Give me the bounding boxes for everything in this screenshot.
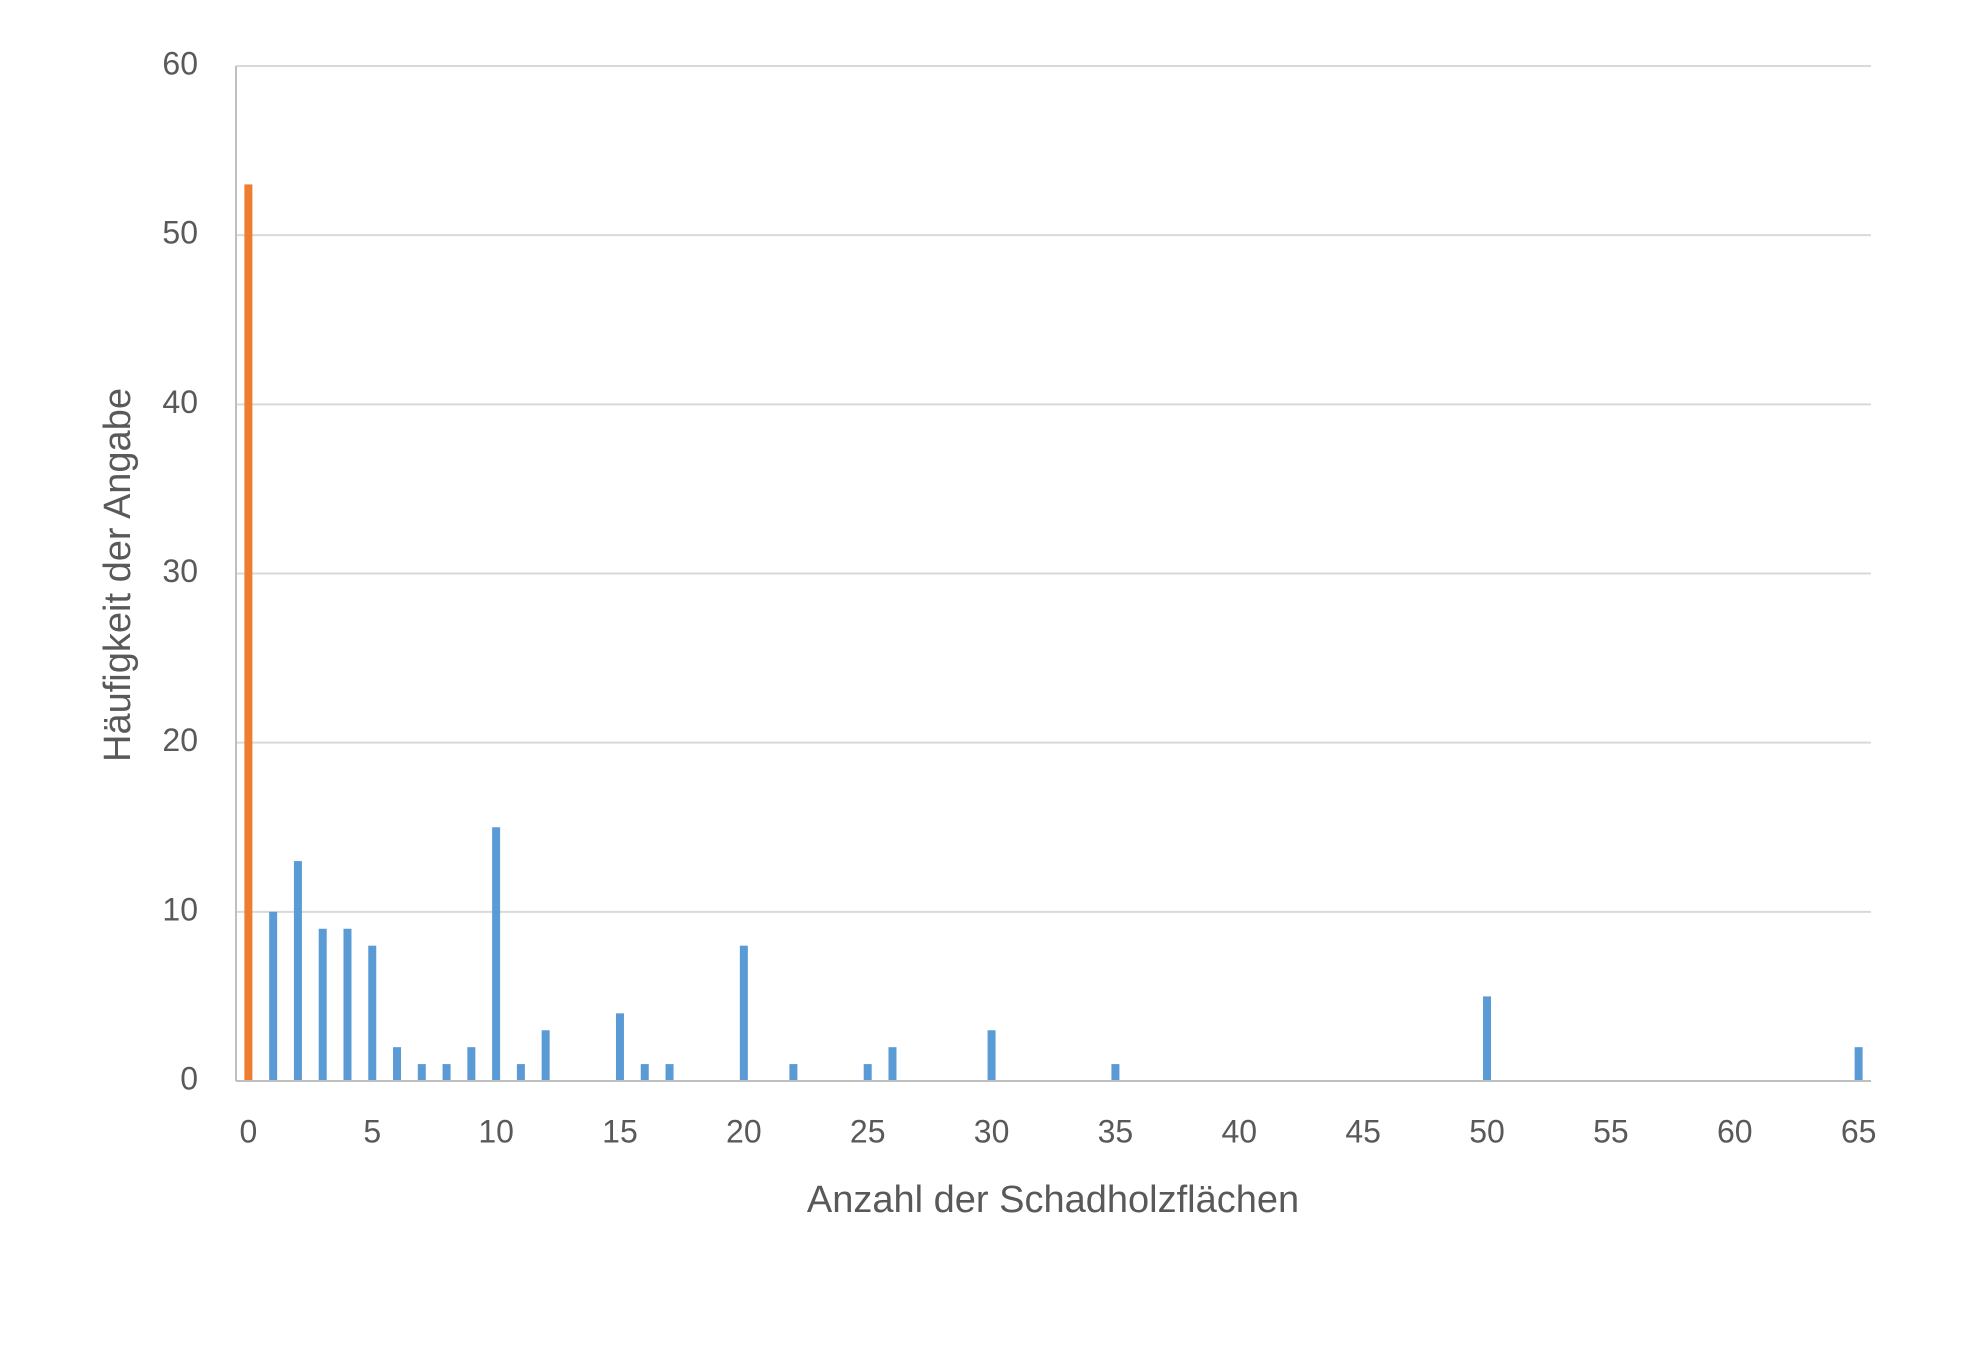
bar <box>888 1047 897 1081</box>
x-tick-label: 40 <box>1221 1113 1257 1149</box>
x-tick-label: 10 <box>478 1113 514 1149</box>
bar <box>1854 1047 1863 1081</box>
bar <box>467 1047 476 1081</box>
x-axis-title: Anzahl der Schadholzflächen <box>807 1179 1299 1221</box>
bar <box>516 1064 525 1081</box>
y-tick-label: 10 <box>162 891 198 927</box>
x-tick-label: 65 <box>1841 1113 1877 1149</box>
y-tick-label: 60 <box>162 45 198 81</box>
bar <box>1483 996 1492 1081</box>
bar <box>318 928 327 1081</box>
x-tick-label: 45 <box>1345 1113 1381 1149</box>
bar <box>1111 1064 1120 1081</box>
bar <box>987 1030 996 1081</box>
x-tick-label: 15 <box>602 1113 638 1149</box>
bar <box>863 1064 872 1081</box>
bar <box>368 945 377 1081</box>
y-tick-label: 50 <box>162 215 198 251</box>
bar <box>615 1013 624 1081</box>
bar <box>293 861 302 1081</box>
y-tick-label: 20 <box>162 722 198 758</box>
x-tick-label: 50 <box>1469 1113 1505 1149</box>
bar <box>417 1064 426 1081</box>
x-tick-label: 20 <box>726 1113 762 1149</box>
bar <box>492 827 501 1081</box>
y-tick-label: 30 <box>162 553 198 589</box>
bar <box>269 911 278 1081</box>
x-tick-label: 30 <box>974 1113 1010 1149</box>
y-axis-title: Häufigkeit der Angabe <box>97 388 139 762</box>
x-tick-label: 55 <box>1593 1113 1629 1149</box>
bar <box>640 1064 649 1081</box>
y-tick-label: 0 <box>180 1060 198 1096</box>
bar <box>343 928 352 1081</box>
x-tick-label: 5 <box>363 1113 381 1149</box>
y-tick-label: 40 <box>162 384 198 420</box>
x-tick-label: 0 <box>239 1113 257 1149</box>
bar <box>541 1030 550 1081</box>
bar <box>739 945 748 1081</box>
bar <box>393 1047 402 1081</box>
bar <box>789 1064 798 1081</box>
bar <box>442 1064 451 1081</box>
x-tick-label: 35 <box>1098 1113 1134 1149</box>
x-tick-label: 25 <box>850 1113 886 1149</box>
bar <box>665 1064 674 1081</box>
bar <box>244 184 253 1081</box>
x-tick-label: 60 <box>1717 1113 1753 1149</box>
